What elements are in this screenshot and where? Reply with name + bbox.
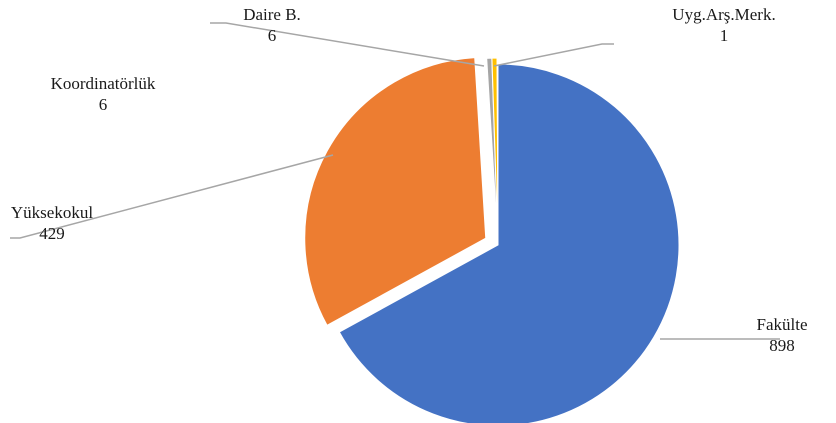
data-label-category: Yüksekokul [11,203,93,222]
leader-line [210,22,485,67]
data-label: Uyg.Arş.Merk. 1 [672,5,775,45]
data-label-category: Koordinatörlük [51,74,156,93]
pie-slice-uyg-arş-merk- [496,57,499,240]
data-label: Fakülte 898 [757,315,808,355]
pie-slices [304,57,680,423]
data-label-category: Uyg.Arş.Merk. [672,5,775,24]
data-label-value: 898 [769,336,795,355]
leader-lines [10,22,780,340]
data-label: Yüksekokul 429 [11,203,93,243]
data-label-value: 6 [99,95,108,114]
leader-line [493,43,614,67]
pie-slice-yüksekokul [304,57,487,326]
data-label-value: 1 [720,26,729,45]
leader-line [10,154,334,239]
pie-slice-fakülte [338,63,680,423]
data-label-value: 6 [268,26,277,45]
data-label-category: Daire B. [243,5,301,24]
data-label: Koordinatörlük 6 [51,74,156,114]
data-label: Daire B. 6 [243,5,301,45]
data-label-category: Fakülte [757,315,808,334]
data-label-value: 429 [39,224,65,243]
